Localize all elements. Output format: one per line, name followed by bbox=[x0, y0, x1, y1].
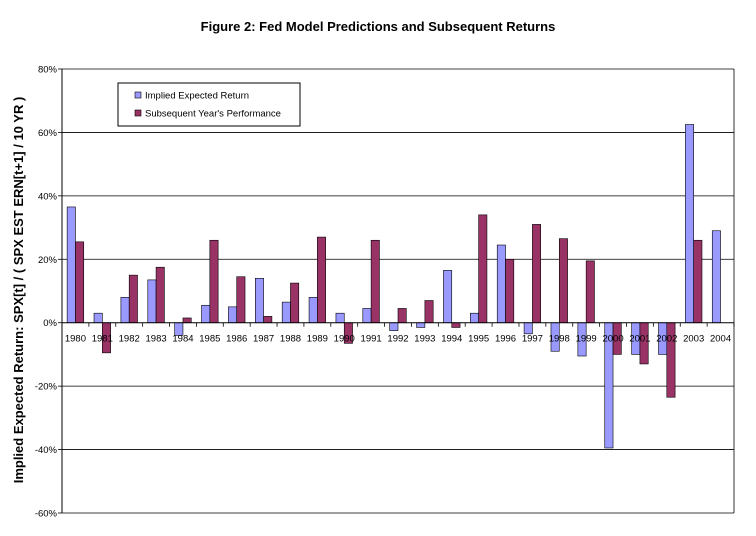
y-tick-label: -40% bbox=[35, 445, 58, 456]
y-tick-label: 40% bbox=[38, 191, 58, 202]
axes: -60% -40% -20% 0% 20% 40% 60% 80% 1980 1981 1982 19… bbox=[35, 65, 735, 520]
x-tick-label: 1996 bbox=[495, 334, 516, 345]
gridlines bbox=[62, 68, 734, 514]
bar-subsequent-2003 bbox=[693, 239, 703, 324]
bar-subsequent-1983 bbox=[155, 266, 165, 324]
x-tick-label: 1991 bbox=[361, 334, 382, 345]
bar-implied-2004 bbox=[711, 230, 721, 324]
bar-implied-1987 bbox=[255, 278, 264, 324]
legend-label-implied: Implied Expected Return bbox=[145, 91, 249, 102]
bar-subsequent-1997 bbox=[532, 224, 542, 324]
bar-implied-1985 bbox=[201, 304, 211, 324]
legend-box bbox=[117, 82, 301, 127]
x-tick-label: 1981 bbox=[92, 334, 113, 345]
x-tick-label: 1985 bbox=[199, 334, 220, 345]
x-tick-label: 1989 bbox=[307, 334, 328, 345]
legend-swatch-subsequent bbox=[134, 109, 142, 117]
x-tick-label: 2000 bbox=[602, 334, 623, 345]
x-tick-label: 1988 bbox=[280, 334, 301, 345]
x-tick-label: 1983 bbox=[146, 334, 167, 345]
bar-implied-2003 bbox=[685, 124, 694, 324]
bar-subsequent-1993 bbox=[424, 300, 434, 324]
bar-subsequent-1989 bbox=[317, 236, 326, 324]
bar-subsequent-1980 bbox=[75, 241, 85, 324]
x-tick-label: 1990 bbox=[334, 334, 355, 345]
bar-implied-1993 bbox=[416, 322, 426, 328]
bar-subsequent-1998 bbox=[558, 238, 568, 324]
y-tick-label: 80% bbox=[38, 65, 58, 76]
x-tick-label: 1982 bbox=[119, 334, 140, 345]
x-tick-label: 2002 bbox=[656, 334, 677, 345]
x-tick-label: 2003 bbox=[683, 334, 704, 345]
x-tick-label: 1998 bbox=[549, 334, 570, 345]
bar-subsequent-1982 bbox=[128, 274, 138, 324]
bar-subsequent-1985 bbox=[209, 239, 219, 324]
x-tick-label: 1984 bbox=[172, 334, 193, 345]
bar-subsequent-1986 bbox=[236, 276, 246, 324]
bar-implied-1992 bbox=[389, 322, 399, 331]
bar-implied-1997 bbox=[523, 322, 533, 335]
bar-subsequent-1984 bbox=[182, 317, 192, 324]
bar-implied-1980 bbox=[66, 206, 76, 324]
legend: Implied Expected Return Subsequent Year'… bbox=[117, 82, 301, 127]
bar-implied-1995 bbox=[470, 312, 479, 324]
bar-subsequent-1995 bbox=[478, 214, 488, 324]
x-tick-label: 1994 bbox=[441, 334, 462, 345]
x-tick-label: 1995 bbox=[468, 334, 489, 345]
y-axis-label: Implied Expected Return: SPX[t] / ( SPX … bbox=[11, 97, 26, 484]
y-tick-label: 60% bbox=[38, 128, 58, 139]
bar-implied-1991 bbox=[362, 308, 372, 324]
y-tick-label: -20% bbox=[35, 382, 58, 393]
bar-subsequent-1988 bbox=[290, 282, 300, 324]
y-tick-label: 0% bbox=[43, 318, 57, 329]
bar-implied-1990 bbox=[335, 312, 345, 324]
x-tick-label: 1986 bbox=[226, 334, 247, 345]
bar-implied-1989 bbox=[308, 297, 318, 324]
bar-subsequent-1999 bbox=[585, 260, 595, 324]
legend-label-subsequent: Subsequent Year's Performance bbox=[145, 109, 281, 120]
x-tick-label: 2004 bbox=[710, 334, 731, 345]
bar-subsequent-1996 bbox=[505, 258, 515, 324]
x-tick-label: 1987 bbox=[253, 334, 274, 345]
bar-implied-1994 bbox=[443, 270, 453, 324]
x-tick-label: 1992 bbox=[387, 334, 408, 345]
bar-subsequent-1994 bbox=[451, 322, 461, 328]
bar-implied-1981 bbox=[93, 312, 103, 324]
legend-swatch-implied bbox=[134, 91, 142, 99]
x-tick-label: 1993 bbox=[414, 334, 435, 345]
x-tick-label: 1997 bbox=[522, 334, 543, 345]
bar-implied-1982 bbox=[120, 297, 130, 324]
x-tick-label: 1980 bbox=[65, 334, 86, 345]
bar-subsequent-1991 bbox=[370, 239, 380, 324]
chart-title: Figure 2: Fed Model Predictions and Subs… bbox=[201, 19, 556, 34]
bars bbox=[66, 124, 721, 449]
bar-subsequent-1992 bbox=[397, 308, 407, 324]
y-tick-label: 20% bbox=[38, 255, 58, 266]
x-tick-label: 2001 bbox=[629, 334, 650, 345]
x-tick-label: 1999 bbox=[576, 334, 597, 345]
y-tick-label: -60% bbox=[35, 509, 58, 520]
bar-implied-1996 bbox=[496, 244, 506, 324]
bar-implied-1983 bbox=[147, 279, 157, 324]
bar-subsequent-1987 bbox=[263, 316, 273, 324]
bar-implied-1986 bbox=[228, 306, 238, 324]
bar-implied-1988 bbox=[281, 301, 291, 324]
